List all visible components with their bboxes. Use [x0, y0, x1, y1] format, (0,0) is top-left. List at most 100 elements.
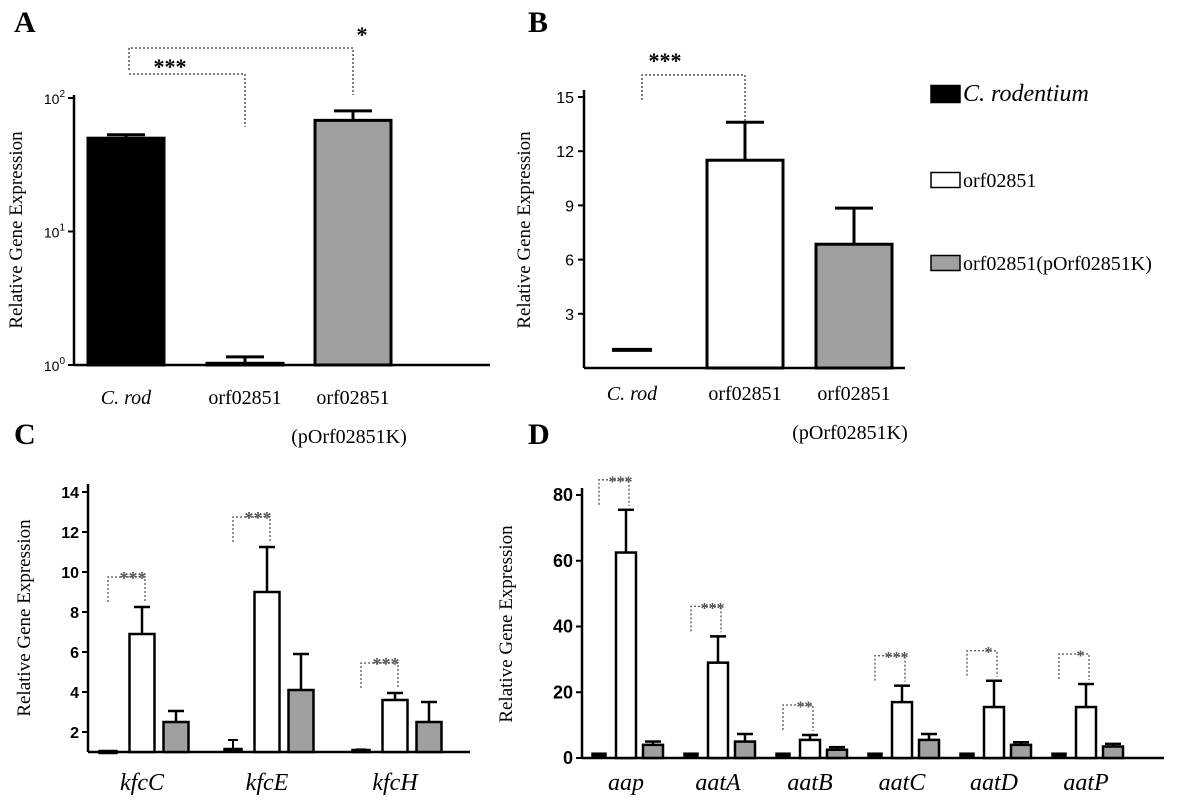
bar: [705, 158, 785, 370]
bar: [162, 720, 190, 754]
y-tick-label: 9: [565, 198, 574, 215]
panel-c: 2 4 6 8 10 12 14 Relative Gene Expression *** kfc…: [14, 484, 470, 796]
x-tick-label-line2: (pOrf02851K): [792, 422, 908, 444]
y-tick-label: 20: [553, 682, 573, 702]
significance-label: ***: [609, 474, 633, 491]
significance-label: ***: [649, 48, 682, 73]
panel-letter-d: D: [528, 418, 550, 451]
x-tick-label: aatA: [695, 770, 741, 796]
significance-label: ***: [885, 650, 909, 667]
y-tick-label: 101: [44, 223, 66, 241]
significance-bracket: [874, 655, 906, 682]
bar: [1009, 743, 1033, 760]
bar: [825, 748, 849, 760]
y-tick-label: 6: [565, 253, 574, 270]
panel-letter-b: B: [528, 6, 548, 39]
significance-label: *: [357, 22, 368, 47]
bar: [313, 118, 393, 367]
significance-label: **: [797, 699, 813, 716]
bar: [982, 705, 1006, 760]
y-tick-label: 80: [553, 485, 573, 505]
y-axis-label: Relative Gene Expression: [14, 519, 35, 717]
bar: [1074, 705, 1098, 760]
significance-bracket: [128, 47, 354, 95]
x-tick-label: orf02851: [316, 387, 389, 409]
bar: [733, 740, 757, 760]
x-tick-label: kfcE: [246, 770, 289, 796]
bar: [706, 661, 730, 760]
significance-label: ***: [120, 568, 147, 588]
bar: [205, 361, 285, 367]
panel-letter-a: A: [14, 6, 36, 39]
bar: [814, 242, 894, 370]
y-tick-label: 3: [565, 307, 574, 324]
significance-bracket: [107, 576, 146, 603]
y-axis-label: Relative Gene Expression: [496, 525, 517, 723]
significance-bracket: [690, 605, 722, 633]
legend-label: C. rodentium: [963, 81, 1089, 107]
x-tick-label: orf02851: [708, 383, 781, 405]
bar: [917, 738, 941, 760]
legend-swatch: [930, 84, 961, 104]
x-tick-label: kfcH: [372, 770, 419, 796]
y-tick-label: 102: [44, 89, 66, 107]
bar: [798, 738, 822, 760]
bar: [890, 700, 914, 760]
y-tick-label: 12: [556, 144, 574, 161]
legend-label: orf02851(pOrf02851K): [963, 253, 1152, 275]
significance-bracket: [360, 662, 399, 689]
panel-a: 100 101 102 Relative Gene Expression C. rod o…: [6, 22, 490, 448]
bar: [641, 743, 665, 760]
significance-label: *: [1077, 648, 1085, 665]
significance-label: *: [985, 645, 993, 662]
x-tick-label: orf02851: [208, 387, 281, 409]
significance-label: ***: [245, 508, 272, 528]
y-tick-label: 60: [553, 551, 573, 571]
y-tick-label: 12: [61, 525, 79, 542]
bar: [381, 698, 409, 754]
y-tick-label: 40: [553, 617, 573, 637]
x-tick-label: aatC: [879, 770, 927, 796]
y-tick-label: 8: [70, 605, 79, 622]
x-tick-label: aatB: [787, 770, 833, 796]
significance-bracket: [232, 516, 271, 543]
panel-b: 3 6 9 12 15 Relative Gene Expression C. rod orf…: [514, 48, 908, 444]
x-tick-label-line2: (pOrf02851K): [291, 426, 407, 448]
y-tick-label: 0: [563, 748, 573, 768]
significance-bracket: [129, 73, 246, 127]
x-tick-label: aatP: [1063, 770, 1109, 796]
y-tick-label: 14: [61, 485, 79, 502]
significance-label: ***: [701, 600, 725, 617]
significance-bracket: [966, 650, 998, 677]
legend-label: orf02851: [963, 170, 1036, 192]
legend-swatch: [930, 171, 961, 189]
bar: [614, 551, 638, 760]
bar: [86, 136, 166, 367]
y-tick-label: 6: [70, 645, 79, 662]
y-tick-label: 2: [70, 725, 79, 742]
bar: [287, 688, 315, 754]
significance-bracket: [782, 704, 814, 731]
y-tick-label: 15: [556, 90, 574, 107]
significance-bracket: [641, 74, 746, 122]
x-tick-label: aap: [608, 770, 644, 796]
x-tick-label: kfcC: [120, 770, 165, 796]
y-tick-label: 100: [44, 356, 66, 374]
significance-label: ***: [373, 654, 400, 674]
x-tick-label: orf02851: [817, 383, 890, 405]
bar: [1101, 745, 1125, 760]
significance-bracket: [1058, 653, 1090, 681]
bar: [253, 590, 281, 754]
panel-letter-c: C: [14, 418, 36, 451]
y-tick-label: 10: [61, 565, 79, 582]
significance-bracket: [598, 479, 630, 506]
legend-swatch: [930, 254, 961, 272]
bar: [128, 632, 156, 754]
x-tick-label: C. rod: [607, 383, 658, 405]
y-axis-label: Relative Gene Expression: [6, 131, 27, 329]
x-tick-label: C. rod: [101, 387, 152, 409]
significance-label: ***: [154, 54, 187, 79]
y-axis-label: Relative Gene Expression: [514, 131, 535, 329]
x-tick-label: aatD: [970, 770, 1018, 796]
